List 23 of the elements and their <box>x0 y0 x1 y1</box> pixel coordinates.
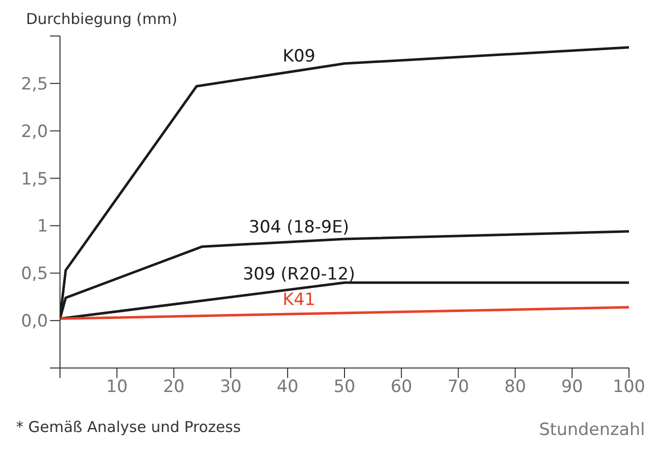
x-tick-label: 80 <box>504 377 526 398</box>
x-tick-label: 30 <box>220 377 242 398</box>
x-tick-label: 40 <box>276 377 298 398</box>
series-label: 309 (R20-12) <box>242 264 356 284</box>
x-tick-label: 20 <box>162 377 185 398</box>
y-tick-label: 2,0 <box>20 122 48 142</box>
x-tick-label: 90 <box>561 377 583 398</box>
y-tick-label: 1,5 <box>20 169 48 190</box>
series-label: K09 <box>282 46 316 67</box>
y-tick-label: 2,5 <box>20 74 48 94</box>
x-axis-title: Stundenzahl <box>539 420 645 440</box>
y-tick-label: 0,0 <box>20 312 48 332</box>
y-axis-title: Durchbiegung (mm) <box>26 10 178 28</box>
x-tick-label: 60 <box>390 377 412 398</box>
y-tick-label: 1 <box>37 216 48 237</box>
text: * Gemäß Analyse und Prozess <box>16 418 241 436</box>
series-label: K41 <box>282 290 316 310</box>
x-tick-label: 10 <box>106 377 128 398</box>
x-tick-label: 100 <box>612 377 646 398</box>
x-tick-label: 70 <box>447 377 470 398</box>
series-label: 304 (18-9E) <box>248 217 350 238</box>
y-tick-label: 0,5 <box>20 264 48 284</box>
x-tick-label: 50 <box>334 377 356 398</box>
